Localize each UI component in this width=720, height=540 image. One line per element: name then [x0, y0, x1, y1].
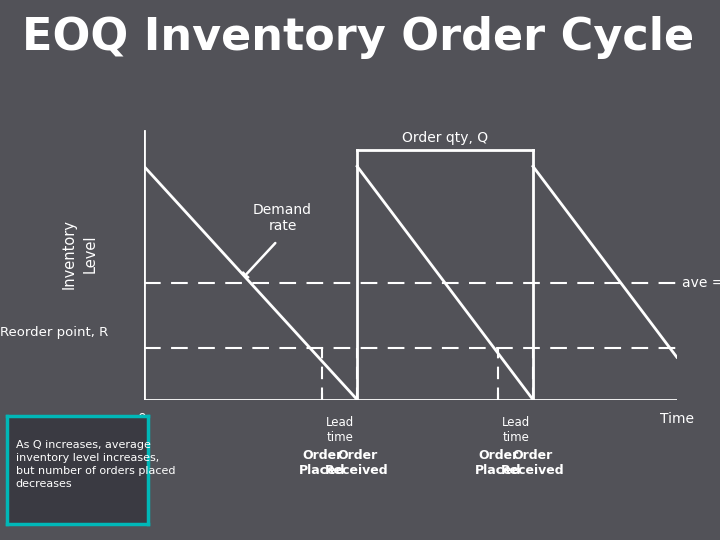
Text: Inventory
Level: Inventory Level — [62, 219, 98, 289]
Text: ave = Q/2: ave = Q/2 — [682, 276, 720, 290]
Text: Order
Placed: Order Placed — [300, 449, 346, 477]
Text: Lead
time: Lead time — [502, 416, 530, 444]
Text: Order
Received: Order Received — [325, 449, 389, 477]
Text: 0: 0 — [137, 413, 145, 427]
Text: Order qty, Q: Order qty, Q — [402, 131, 488, 145]
Text: EOQ Inventory Order Cycle: EOQ Inventory Order Cycle — [22, 16, 694, 59]
Text: Order
Received: Order Received — [501, 449, 564, 477]
Text: Time: Time — [660, 413, 694, 427]
Text: Reorder point, R: Reorder point, R — [0, 326, 108, 339]
Text: Lead
time: Lead time — [325, 416, 354, 444]
Text: Order
Placed: Order Placed — [475, 449, 521, 477]
Text: Demand
rate: Demand rate — [253, 202, 312, 233]
Text: As Q increases, average
inventory level increases,
but number of orders placed
d: As Q increases, average inventory level … — [16, 440, 175, 489]
